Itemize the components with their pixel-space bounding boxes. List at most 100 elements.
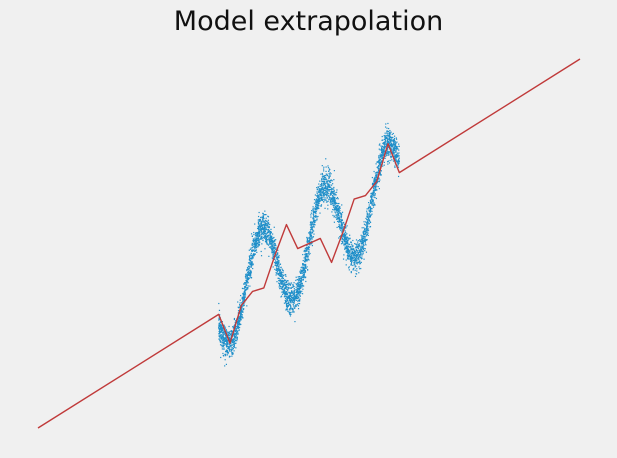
- scatter-point: [322, 191, 324, 193]
- scatter-point: [395, 143, 397, 145]
- scatter-point: [325, 189, 327, 191]
- scatter-point: [328, 186, 330, 188]
- scatter-point: [279, 274, 281, 276]
- scatter-point: [294, 299, 296, 301]
- scatter-point: [233, 341, 236, 343]
- scatter-point: [334, 206, 337, 208]
- scatter-point: [246, 278, 248, 280]
- scatter-point: [247, 285, 249, 287]
- scatter-point: [314, 219, 316, 221]
- scatter-point: [299, 291, 301, 294]
- scatter-point: [250, 270, 252, 272]
- scatter-point: [291, 286, 293, 288]
- scatter-point: [346, 233, 348, 235]
- scatter-point: [233, 334, 235, 336]
- scatter-point: [367, 231, 369, 233]
- scatter-point: [265, 214, 267, 216]
- scatter-point: [338, 226, 340, 228]
- scatter-point: [265, 233, 268, 235]
- scatter-point: [369, 211, 371, 213]
- scatter-point: [320, 189, 322, 191]
- scatter-point: [265, 236, 267, 239]
- scatter-point: [363, 244, 365, 247]
- scatter-point: [397, 166, 400, 168]
- scatter-point: [238, 323, 240, 325]
- scatter-point: [351, 250, 353, 252]
- scatter-point: [367, 226, 369, 228]
- scatter-point: [278, 272, 280, 275]
- scatter-point: [338, 206, 340, 209]
- scatter-point: [262, 229, 264, 231]
- scatter-point: [369, 221, 372, 224]
- scatter-point: [326, 194, 328, 196]
- scatter-point: [233, 332, 235, 334]
- scatter-point: [296, 282, 299, 284]
- scatter-point: [286, 306, 288, 308]
- scatter-point: [360, 241, 362, 243]
- scatter-point: [339, 225, 341, 227]
- scatter-point: [282, 271, 284, 274]
- scatter-point: [331, 187, 333, 189]
- scatter-point: [394, 166, 396, 168]
- scatter-point: [263, 214, 265, 216]
- scatter-point: [383, 161, 385, 164]
- scatter-point: [325, 199, 327, 201]
- scatter-point: [316, 194, 318, 197]
- scatter-point: [377, 168, 380, 170]
- scatter-point: [311, 222, 314, 224]
- scatter-point: [359, 249, 361, 251]
- scatter-point: [259, 230, 261, 233]
- scatter-point: [296, 289, 298, 291]
- scatter-point: [234, 342, 236, 344]
- scatter-point: [247, 278, 250, 280]
- scatter-point: [351, 245, 353, 247]
- scatter-point: [251, 249, 253, 251]
- scatter-point: [225, 336, 227, 338]
- scatter-point: [339, 210, 341, 212]
- scatter-point: [324, 175, 326, 177]
- scatter-point: [320, 185, 322, 187]
- scatter-point: [375, 185, 378, 187]
- scatter-point: [371, 204, 373, 206]
- scatter-point: [265, 236, 268, 238]
- scatter-point: [356, 263, 358, 265]
- scatter-point: [225, 349, 228, 351]
- scatter-point: [317, 206, 319, 208]
- scatter-point: [277, 263, 279, 265]
- scatter-point: [307, 255, 309, 257]
- scatter-point: [275, 256, 277, 258]
- scatter-point: [293, 300, 295, 302]
- scatter-point: [255, 241, 257, 243]
- scatter-point: [286, 288, 288, 290]
- scatter-point: [393, 144, 395, 146]
- scatter-point: [340, 243, 343, 245]
- scatter-point: [223, 330, 225, 333]
- scatter-point: [294, 295, 296, 297]
- scatter-point: [290, 313, 292, 316]
- scatter-point: [277, 273, 279, 276]
- scatter-point: [345, 233, 347, 236]
- scatter-point: [371, 193, 374, 196]
- scatter-point: [365, 233, 367, 235]
- scatter-point: [218, 338, 220, 340]
- scatter-point: [362, 248, 364, 251]
- scatter-point: [308, 232, 310, 234]
- scatter-point: [393, 142, 395, 144]
- scatter-point: [256, 240, 258, 243]
- scatter-point: [285, 299, 287, 301]
- scatter-point: [218, 333, 221, 335]
- scatter-point: [355, 246, 357, 248]
- scatter-point: [355, 259, 357, 261]
- scatter-point: [336, 218, 338, 221]
- scatter-point: [372, 190, 375, 192]
- scatter-point: [368, 206, 370, 209]
- scatter-point: [357, 261, 359, 264]
- scatter-point: [228, 355, 231, 357]
- scatter-point: [319, 197, 321, 199]
- scatter-point: [240, 317, 242, 320]
- scatter-point: [394, 145, 396, 147]
- scatter-point: [383, 148, 385, 150]
- scatter-point: [357, 257, 359, 259]
- scatter-point: [248, 259, 251, 261]
- scatter-point: [240, 311, 242, 313]
